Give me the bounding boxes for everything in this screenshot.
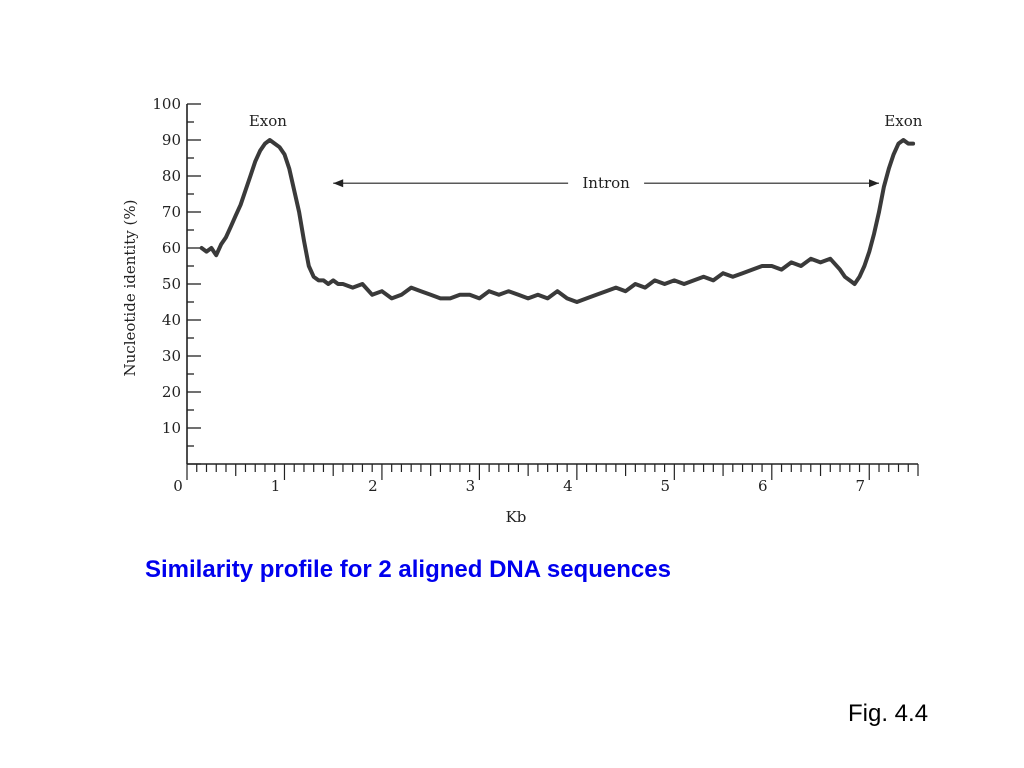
x-axis-label: Kb [506,508,527,526]
y-tick-label: 10 [162,419,181,437]
chart-annotations: Exon Exon Intron [249,112,923,192]
x-tick-label: 3 [466,477,476,495]
y-tick-label: 20 [162,383,181,401]
x-tick-label: 1 [271,477,281,495]
x-tick-label: 2 [368,477,378,495]
y-tick-label: 100 [152,95,181,113]
exon-label: Exon [249,112,287,130]
chart-plot-area [199,138,916,304]
arrowhead-left-icon [333,179,344,188]
x-tick-label: 6 [758,477,768,495]
x-tick-label: 0 [173,477,183,495]
y-tick-label: 70 [162,203,181,221]
y-tick-label: 60 [162,239,181,257]
y-tick-label: 80 [162,167,181,185]
exon-label: Exon [884,112,922,130]
y-tick-label: 90 [162,131,181,149]
similarity-profile-chart: 10 20 30 40 50 60 70 80 90 100 0 1 2 3 4 5 6 7 Exon Exon In… [121,95,923,526]
y-axis-label: Nucleotide identity (%) [121,200,139,377]
chart-axes [186,104,918,465]
y-tick-label: 30 [162,347,181,365]
identity-series-line [199,138,916,304]
figure-caption: Similarity profile for 2 aligned DNA seq… [145,556,671,583]
x-tick-label: 4 [563,477,573,495]
x-tick-label: 5 [661,477,671,495]
arrowhead-right-icon [869,179,880,188]
x-tick-label: 7 [855,477,865,495]
chart-ticks: 10 20 30 40 50 60 70 80 90 100 0 1 2 3 4 5 6 7 [152,95,919,495]
y-tick-label: 40 [162,311,181,329]
figure-number: Fig. 4.4 [848,700,929,727]
intron-label: Intron [582,174,630,192]
y-tick-label: 50 [162,275,181,293]
